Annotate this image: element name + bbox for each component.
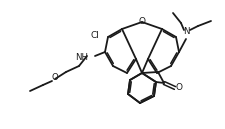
Text: O: O: [138, 17, 145, 26]
Text: N: N: [182, 27, 188, 37]
Text: Cl: Cl: [90, 31, 99, 41]
Text: O: O: [175, 83, 182, 92]
Text: O: O: [51, 74, 58, 83]
Text: NH: NH: [75, 53, 88, 62]
